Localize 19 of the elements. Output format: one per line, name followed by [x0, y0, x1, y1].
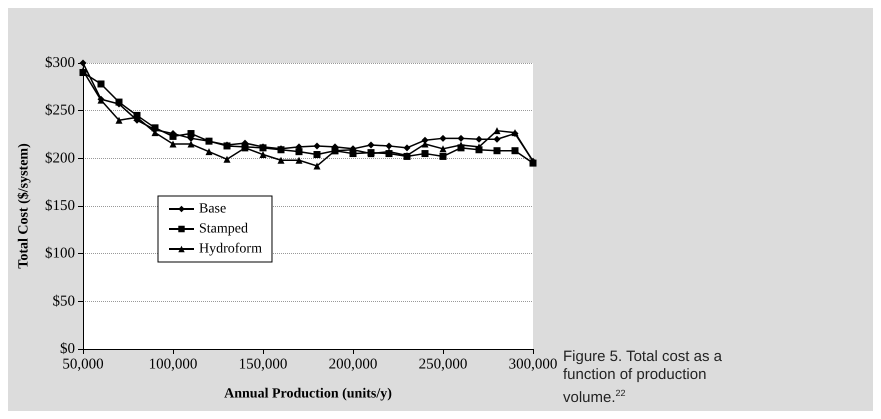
y-tick-label: $0 — [60, 341, 75, 357]
y-axis-title: Total Cost ($/system) — [16, 142, 32, 269]
y-tick-label: $100 — [45, 246, 75, 262]
x-tick-label: 200,000 — [328, 356, 378, 372]
y-tick-label: $50 — [52, 293, 75, 310]
y-tick-label: $250 — [45, 102, 75, 119]
legend-label: Stamped — [199, 222, 248, 236]
y-tick-label: $300 — [45, 55, 75, 71]
x-tick-label: 300,000 — [508, 356, 558, 372]
y-tick-label: $200 — [45, 150, 75, 166]
x-tick-label: 150,000 — [238, 356, 288, 372]
legend-label: Base — [199, 202, 226, 216]
x-tick-label: 50,000 — [62, 356, 104, 372]
x-tick-label: 100,000 — [148, 356, 198, 372]
x-axis-title: Annual Production (units/y) — [224, 386, 392, 402]
caption: Figure 5. Total cost as a function of production volume.$^{22}$ — [563, 348, 722, 406]
y-tick-label: $150 — [45, 198, 75, 214]
x-tick-label: 250,000 — [418, 356, 468, 372]
legend-label: Hydroform — [199, 242, 262, 256]
